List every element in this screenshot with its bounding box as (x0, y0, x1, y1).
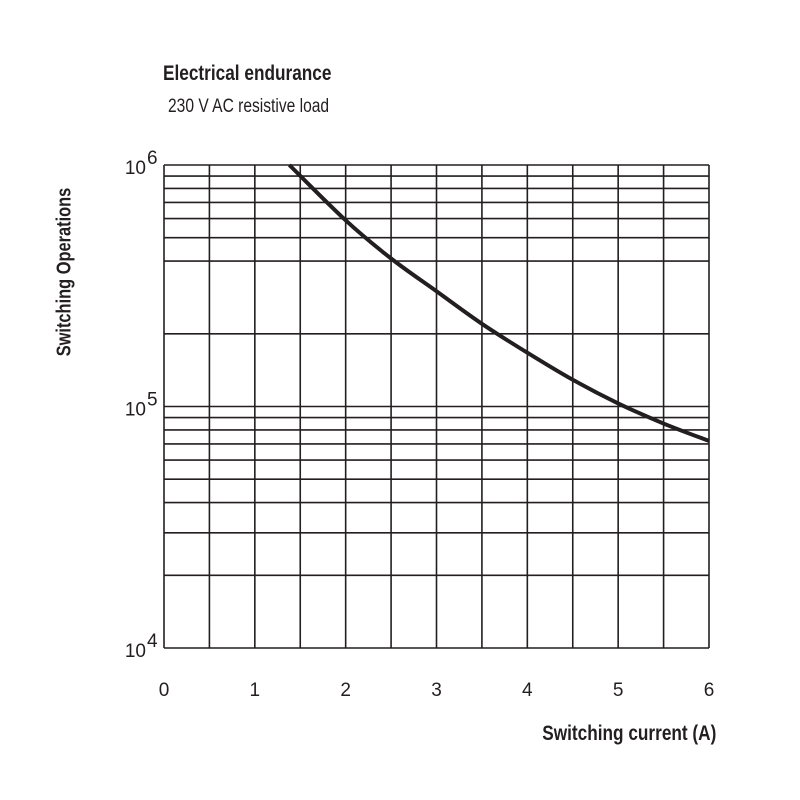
x-tick-label: 2 (340, 680, 351, 701)
chart-subtitle: 230 V AC resistive load (168, 96, 330, 117)
y-tick-exponent: 5 (147, 390, 158, 411)
y-tick-exponent: 4 (147, 631, 158, 652)
x-tick-label: 1 (250, 680, 261, 701)
x-tick-label: 3 (431, 680, 442, 701)
y-tick-label: 10 (125, 158, 146, 179)
chart-title: Electrical endurance (163, 62, 332, 85)
x-tick-label: 5 (613, 680, 624, 701)
y-tick-label: 10 (125, 641, 146, 662)
x-tick-label: 0 (159, 680, 170, 701)
y-tick-exponent: 6 (147, 148, 158, 169)
x-tick-label: 6 (704, 680, 715, 701)
x-axis-label: Switching current (A) (541, 722, 716, 745)
y-tick-label: 10 (125, 400, 146, 421)
x-tick-label: 4 (522, 680, 533, 701)
endurance-curve (287, 163, 710, 443)
